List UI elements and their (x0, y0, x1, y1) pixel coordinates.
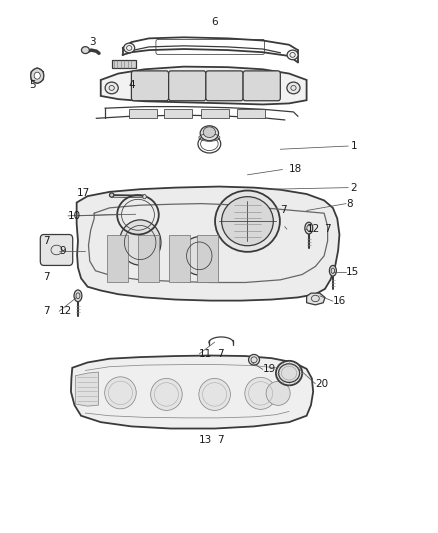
Polygon shape (101, 67, 307, 104)
Text: 20: 20 (315, 379, 328, 389)
Ellipse shape (279, 364, 300, 383)
Text: 6: 6 (211, 18, 218, 27)
Ellipse shape (245, 377, 276, 409)
Ellipse shape (203, 127, 215, 138)
Bar (107, 235, 128, 282)
Ellipse shape (119, 220, 161, 265)
Bar (164, 109, 192, 118)
Ellipse shape (81, 47, 89, 53)
Ellipse shape (287, 50, 298, 60)
Ellipse shape (31, 68, 44, 83)
Polygon shape (77, 187, 339, 301)
Text: 7: 7 (43, 236, 49, 246)
Ellipse shape (276, 361, 302, 385)
Text: 4: 4 (128, 80, 135, 90)
Ellipse shape (287, 82, 300, 94)
Ellipse shape (305, 222, 313, 234)
Text: 9: 9 (59, 246, 66, 255)
Text: 7: 7 (217, 435, 223, 445)
Polygon shape (75, 372, 99, 406)
FancyBboxPatch shape (169, 71, 206, 101)
Ellipse shape (105, 377, 136, 409)
Text: 8: 8 (346, 199, 353, 208)
Text: 5: 5 (29, 80, 36, 90)
Ellipse shape (74, 290, 82, 302)
Text: 7: 7 (43, 306, 49, 316)
Text: 12: 12 (307, 224, 320, 234)
Ellipse shape (110, 193, 114, 197)
Text: 11: 11 (199, 349, 212, 359)
Polygon shape (307, 293, 325, 305)
Text: 18: 18 (289, 165, 302, 174)
Text: 7: 7 (324, 224, 331, 234)
Text: 2: 2 (350, 183, 357, 192)
FancyBboxPatch shape (131, 71, 169, 101)
Ellipse shape (182, 237, 217, 275)
Text: 17: 17 (77, 188, 90, 198)
Ellipse shape (199, 378, 230, 410)
FancyBboxPatch shape (243, 71, 280, 101)
Bar (129, 109, 157, 118)
Text: 12: 12 (59, 306, 72, 316)
Text: 13: 13 (199, 435, 212, 445)
Ellipse shape (329, 265, 336, 276)
Text: 7: 7 (217, 349, 223, 359)
Ellipse shape (215, 191, 280, 252)
FancyBboxPatch shape (40, 235, 73, 265)
Ellipse shape (200, 126, 219, 141)
Ellipse shape (124, 43, 134, 53)
Bar (197, 235, 218, 282)
Text: 19: 19 (263, 365, 276, 374)
Bar (169, 235, 190, 282)
Text: 7: 7 (280, 205, 287, 215)
Ellipse shape (222, 197, 273, 246)
Bar (201, 109, 229, 118)
Polygon shape (71, 356, 313, 429)
Text: 1: 1 (350, 141, 357, 151)
Text: 3: 3 (88, 37, 95, 46)
Ellipse shape (249, 354, 259, 365)
Text: 16: 16 (333, 296, 346, 306)
Ellipse shape (266, 382, 290, 405)
Text: 15: 15 (346, 267, 359, 277)
Ellipse shape (151, 378, 182, 410)
Bar (112, 60, 136, 68)
Bar (138, 235, 159, 282)
Ellipse shape (143, 195, 146, 199)
Ellipse shape (105, 82, 118, 94)
Bar (237, 109, 265, 118)
Text: 7: 7 (43, 272, 49, 282)
FancyBboxPatch shape (206, 71, 243, 101)
Ellipse shape (34, 72, 40, 79)
Text: 10: 10 (68, 211, 81, 221)
